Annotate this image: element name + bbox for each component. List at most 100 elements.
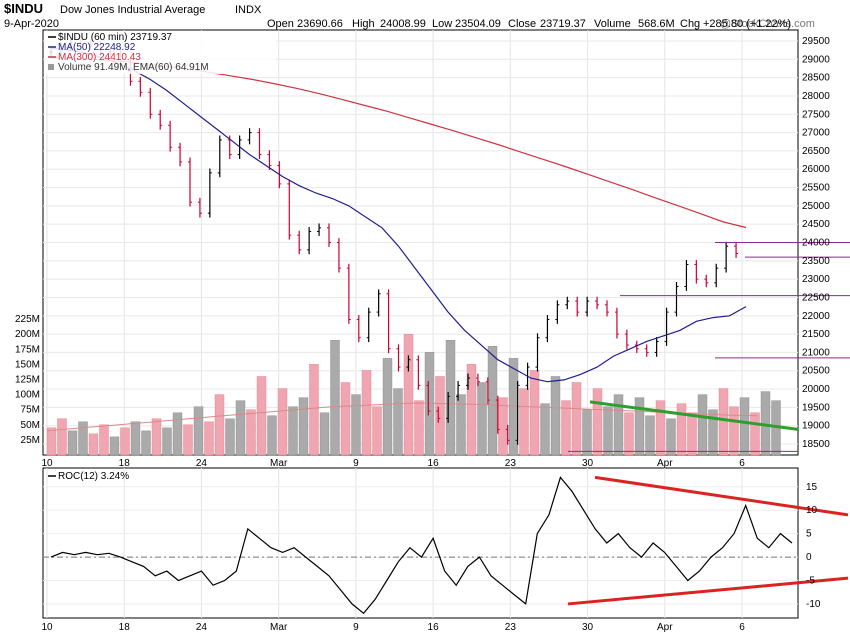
roc-ytick-label: 15 <box>806 482 818 493</box>
volume-bar <box>246 409 256 456</box>
roc-layer <box>43 475 849 615</box>
price-ytick-label: 18500 <box>802 439 830 450</box>
open-value: 23690.66 <box>297 18 343 30</box>
volume-ytick-label: 175M <box>15 344 40 355</box>
price-xtick-label: 9 <box>353 458 359 469</box>
volume-bar <box>708 409 718 456</box>
volume-bar <box>256 376 267 456</box>
volume-ema-line <box>46 402 758 432</box>
legend-price: $INDU (60 min) 23719.37 <box>58 32 172 43</box>
volume-bar <box>582 409 592 456</box>
volume-layer <box>46 333 781 456</box>
roc-xtick-label: 24 <box>196 622 208 633</box>
roc-line <box>50 476 793 615</box>
volume-bar <box>235 400 246 456</box>
volume-bar <box>330 340 340 456</box>
volume-ytick-label: 100M <box>15 390 40 401</box>
volume-ytick-label: 225M <box>15 314 40 325</box>
volume-bar <box>393 388 403 456</box>
price-ytick-label: 28500 <box>802 73 830 84</box>
volume-ytick-label: 75M <box>21 405 40 416</box>
volume-value: 568.6M <box>638 18 675 30</box>
volume-bar <box>571 382 582 456</box>
roc-xtick-label: 18 <box>119 622 131 633</box>
volume-bar <box>645 415 655 456</box>
volume-bar <box>120 427 130 456</box>
date-label: 9-Apr-2020 <box>4 18 59 30</box>
roc-xtick-label: 30 <box>582 622 594 633</box>
volume-bar <box>99 424 109 456</box>
volume-bar <box>162 427 172 456</box>
volume-bar <box>456 394 466 456</box>
volume-bar <box>603 406 613 456</box>
close-value: 23719.37 <box>540 18 586 30</box>
price-ytick-label: 19500 <box>802 402 830 413</box>
price-xtick-label: Mar <box>270 458 288 469</box>
volume-bar <box>183 424 193 456</box>
legend-volume: Volume 91.49M, EMA(60) 64.91M <box>58 62 209 73</box>
chg-value: +285.80 (+1.22%) <box>703 18 791 30</box>
price-ytick-label: 23000 <box>802 274 830 285</box>
volume-ytick-label: 25M <box>21 435 40 446</box>
volume-bar <box>78 421 88 456</box>
index-name: Dow Jones Industrial Average <box>60 4 205 16</box>
price-ytick-label: 26500 <box>802 146 830 157</box>
price-ytick-label: 27000 <box>802 128 830 139</box>
price-xtick-label: 24 <box>196 458 208 469</box>
volume-bar <box>151 418 162 456</box>
volume-bar <box>750 412 760 456</box>
volume-bar <box>624 412 634 456</box>
exchange-label: INDX <box>235 4 262 16</box>
price-legend: $INDU (60 min) 23719.37 MA(50) 22248.92 … <box>46 32 276 74</box>
volume-bar <box>109 436 120 456</box>
low-label: Low <box>432 18 452 30</box>
volume-bar <box>277 388 288 456</box>
price-ytick-label: 23500 <box>802 256 830 267</box>
price-ytick-label: 27500 <box>802 109 830 120</box>
price-ytick-label: 26000 <box>802 164 830 175</box>
volume-bar <box>46 427 57 456</box>
volume-bar <box>613 394 624 456</box>
volume-bar <box>529 370 540 456</box>
volume-bar <box>298 397 309 456</box>
overlay-layer <box>50 47 850 452</box>
volume-bar <box>288 406 298 456</box>
volume-bar <box>697 394 708 456</box>
volume-bar <box>498 397 508 456</box>
roc-xtick-label: Apr <box>657 622 673 633</box>
roc-ytick-label: 5 <box>806 529 812 540</box>
volume-bar <box>718 388 729 456</box>
volume-bar <box>676 403 687 456</box>
volume-bar <box>267 415 277 456</box>
volume-bar <box>372 406 382 456</box>
volume-bar <box>592 388 603 456</box>
volume-bar <box>57 418 67 456</box>
volume-bar <box>634 397 645 456</box>
low-value: 23504.09 <box>455 18 501 30</box>
volume-bar <box>130 421 141 456</box>
price-ytick-label: 20000 <box>802 384 830 395</box>
volume-bar <box>550 376 561 456</box>
legend-ma300: MA(300) 24410.43 <box>58 52 141 63</box>
roc-ytick-label: 0 <box>806 552 812 563</box>
roc-xtick-label: 16 <box>428 622 440 633</box>
price-ytick-label: 25500 <box>802 183 830 194</box>
support-trendline <box>589 400 799 431</box>
volume-bar <box>141 430 151 456</box>
symbol-label: $INDU <box>4 1 43 16</box>
price-ytick-label: 29000 <box>802 54 830 65</box>
ma50-line <box>50 47 747 383</box>
roc-ytick-label: -10 <box>806 599 821 610</box>
price-ytick-label: 21500 <box>802 329 830 340</box>
price-xtick-label: 30 <box>582 458 594 469</box>
price-ytick-label: 20500 <box>802 366 830 377</box>
volume-bar <box>477 382 487 456</box>
volume-bar <box>414 400 424 456</box>
price-ytick-label: 19000 <box>802 421 830 432</box>
price-xtick-label: 16 <box>428 458 440 469</box>
volume-bar <box>225 418 235 456</box>
volume-bar <box>655 400 666 456</box>
price-ytick-label: 28000 <box>802 91 830 102</box>
roc-upper-trendline <box>594 475 849 517</box>
